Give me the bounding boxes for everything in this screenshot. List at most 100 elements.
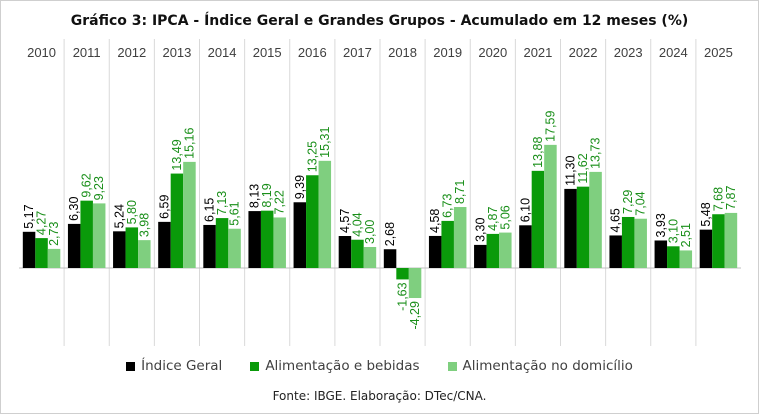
bar <box>260 210 274 268</box>
data-label: 8,13 <box>248 184 262 208</box>
bar <box>363 247 377 268</box>
bar <box>667 246 680 268</box>
bar <box>351 239 364 268</box>
data-label: 9,23 <box>92 176 106 200</box>
x-tick-label: 2016 <box>298 45 327 60</box>
data-label: 7,04 <box>634 191 648 215</box>
bar <box>564 188 577 268</box>
legend-item-alimentacao-domicilio: Alimentação no domicílio <box>447 358 633 374</box>
data-label: 6,59 <box>157 194 171 218</box>
bar <box>679 250 693 268</box>
data-label: 5,48 <box>699 202 713 226</box>
bar <box>474 244 487 268</box>
data-label: 4,27 <box>35 211 49 235</box>
bar <box>228 228 241 268</box>
data-label: 2,68 <box>383 222 397 246</box>
x-tick-label: 2015 <box>253 45 282 60</box>
data-label: 15,31 <box>318 127 332 158</box>
bar <box>273 217 286 268</box>
data-label: 3,00 <box>363 220 377 244</box>
data-label: 9,39 <box>293 175 307 199</box>
bar <box>531 170 545 268</box>
x-tick-label: 2019 <box>433 45 462 60</box>
bar <box>519 225 532 268</box>
data-label: -1,63 <box>396 282 410 311</box>
x-tick-label: 2012 <box>117 45 146 60</box>
legend-swatch <box>447 361 457 371</box>
data-label: 4,04 <box>350 212 364 236</box>
legend-swatch <box>250 361 260 371</box>
x-tick-label: 2011 <box>73 45 101 60</box>
data-label: 11,62 <box>576 153 590 183</box>
data-label: 7,22 <box>273 190 287 214</box>
data-label: 13,49 <box>170 139 184 170</box>
x-tick-label: 2013 <box>162 45 191 60</box>
data-label: 11,30 <box>564 155 578 185</box>
bar <box>80 200 93 268</box>
bar <box>67 223 81 268</box>
bar <box>293 202 307 268</box>
data-label: 4,87 <box>486 207 500 231</box>
x-tick-label: 2021 <box>523 45 552 60</box>
legend-label: Alimentação e bebidas <box>265 358 420 374</box>
data-label: 3,10 <box>666 219 680 243</box>
bar <box>576 186 590 268</box>
data-label: 13,73 <box>589 138 603 169</box>
x-tick-label: 2024 <box>659 45 688 60</box>
bar <box>183 161 196 268</box>
data-label: 3,98 <box>137 213 151 237</box>
data-label: 3,93 <box>654 213 668 237</box>
bar <box>408 268 422 299</box>
bar <box>138 240 151 268</box>
data-label: 7,29 <box>621 190 635 214</box>
bar <box>589 171 602 268</box>
data-label: 4,58 <box>428 209 442 233</box>
legend-swatch <box>126 361 136 371</box>
bar <box>203 224 216 268</box>
data-label: 17,59 <box>543 111 557 142</box>
data-label: 4,65 <box>609 208 623 232</box>
bar <box>544 144 557 268</box>
bar <box>486 233 500 268</box>
data-label: 4,57 <box>338 209 352 233</box>
data-label: 13,88 <box>531 137 545 168</box>
data-label: 8,71 <box>453 180 467 204</box>
bar <box>634 218 647 268</box>
legend-item-indice-geral: Índice Geral <box>126 358 222 374</box>
data-label: 5,61 <box>228 201 242 225</box>
bar <box>306 175 319 268</box>
data-label: -4,29 <box>408 301 422 330</box>
data-label: 8,19 <box>260 183 274 207</box>
data-label: 6,10 <box>518 198 532 222</box>
x-tick-label: 2018 <box>388 45 417 60</box>
x-tick-label: 2023 <box>614 45 643 60</box>
bar <box>609 235 622 268</box>
legend-label: Alimentação no domicílio <box>462 358 633 374</box>
data-label: 6,15 <box>203 198 217 222</box>
data-label: 2,51 <box>679 223 693 247</box>
x-tick-label: 2014 <box>208 45 237 60</box>
data-label: 13,25 <box>305 141 319 172</box>
chart-title: Gráfico 3: IPCA - Índice Geral e Grandes… <box>70 13 689 29</box>
data-label: 3,30 <box>473 218 487 242</box>
bar <box>170 173 184 268</box>
x-tick-label: 2025 <box>704 45 733 60</box>
legend-item-alimentacao-bebidas: Alimentação e bebidas <box>250 358 420 374</box>
bar <box>113 231 126 268</box>
bar <box>215 218 229 268</box>
bar <box>35 238 48 268</box>
bar <box>248 211 261 268</box>
bar <box>724 212 738 268</box>
bar <box>22 231 36 268</box>
bar <box>453 207 467 268</box>
bar <box>125 227 139 268</box>
bar <box>383 249 397 268</box>
x-tick-label: 2022 <box>569 45 598 60</box>
data-label: 5,80 <box>125 200 139 224</box>
bar <box>92 203 106 268</box>
legend: Índice Geral Alimentação e bebidas Alime… <box>1 358 758 374</box>
data-label: 7,87 <box>724 186 738 210</box>
x-tick-label: 2020 <box>478 45 507 60</box>
bar <box>499 232 512 268</box>
